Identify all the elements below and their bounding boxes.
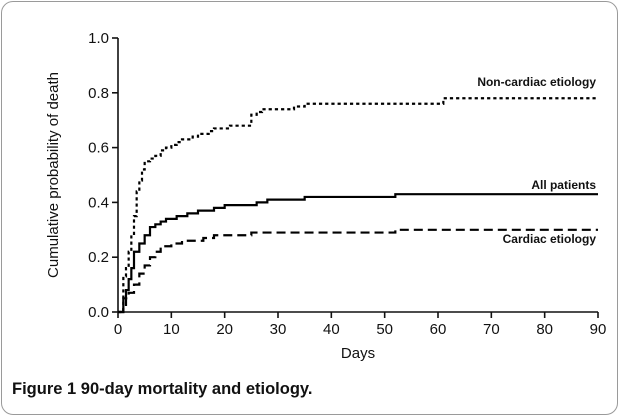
x-tick-label: 10 xyxy=(163,321,180,338)
y-tick-label: 0.8 xyxy=(88,85,109,102)
y-tick-label: 0.6 xyxy=(88,140,109,157)
y-tick-label: 0.4 xyxy=(88,194,109,211)
figure-caption-text: 90-day mortality and etiology. xyxy=(80,380,313,398)
chart-labels-layer: Non-cardiac etiology All patients Cardiac … xyxy=(477,75,596,246)
series-label-all-patients: All patients xyxy=(531,178,596,192)
x-tick-label: 40 xyxy=(323,321,340,338)
x-tick-label: 30 xyxy=(270,321,287,338)
y-tick-label: 1.0 xyxy=(88,30,109,47)
series-label-cardiac-etiology: Cardiac etiology xyxy=(503,232,597,246)
x-tick-label: 90 xyxy=(590,321,607,338)
x-tick-label: 80 xyxy=(536,321,553,338)
figure-caption: Figure 1 90-day mortality and etiology. xyxy=(12,380,312,399)
mortality-chart: 0.0 0.2 0.4 0.6 0.8 1.0 0 10 20 30 40 50 60 70 80 90 Day… xyxy=(45,30,606,362)
series-line-non-cardiac-etiology xyxy=(118,97,598,314)
x-tick-label: 0 xyxy=(114,321,122,338)
x-axis-title: Days xyxy=(341,345,375,362)
y-tick-label: 0.2 xyxy=(88,249,109,266)
y-axis-title: Cumulative probability of death xyxy=(45,72,62,278)
series-line-cardiac-etiology xyxy=(118,228,598,314)
chart-axes: 0.0 0.2 0.4 0.6 0.8 1.0 0 10 20 30 40 50 60 70 80 90 Day… xyxy=(45,30,606,362)
series-line-all-patients xyxy=(118,193,598,314)
chart-series-layer xyxy=(118,97,598,314)
x-tick-label: 20 xyxy=(216,321,233,338)
x-tick-label: 70 xyxy=(483,321,500,338)
x-tick-label: 50 xyxy=(376,321,393,338)
x-tick-label: 60 xyxy=(430,321,447,338)
y-tick-label: 0.0 xyxy=(88,304,109,321)
series-label-non-cardiac-etiology: Non-cardiac etiology xyxy=(477,75,596,89)
figure-caption-lead: Figure 1 xyxy=(12,380,77,398)
